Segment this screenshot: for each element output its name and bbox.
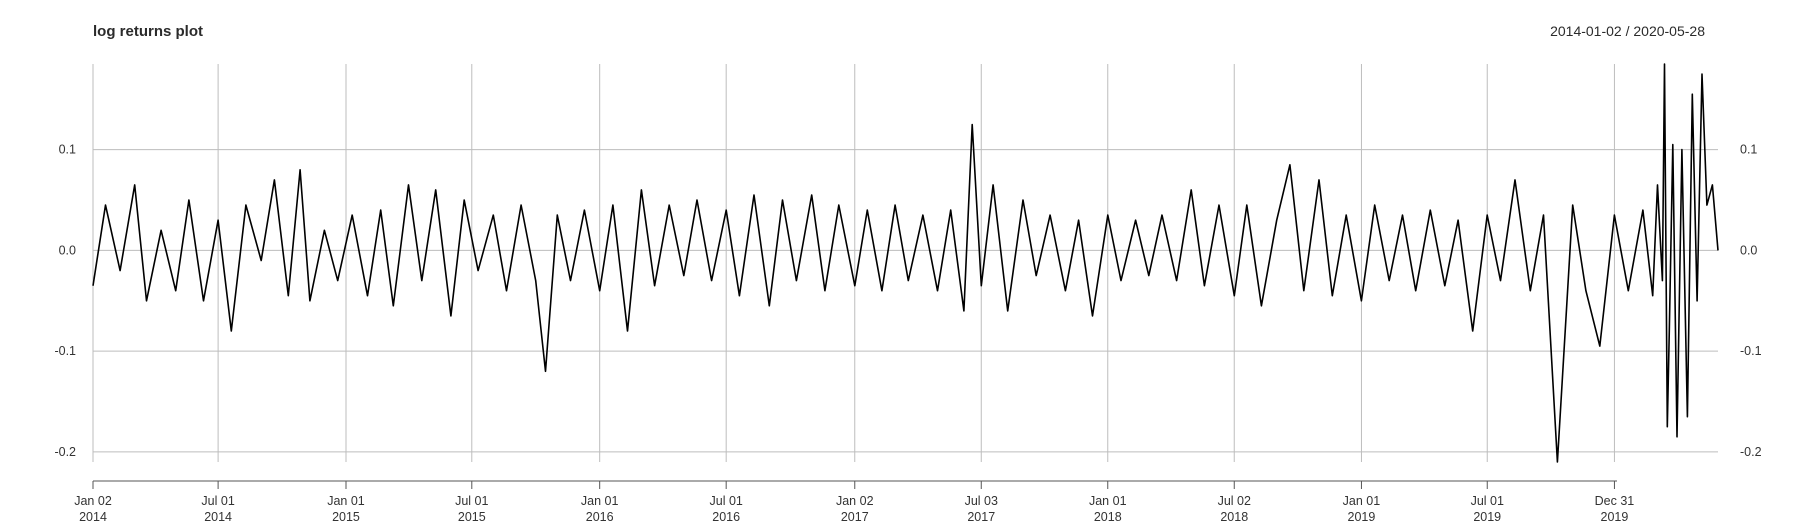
- x-tick-label-3: Jul 01: [455, 494, 488, 508]
- x-tick-year-6: 2017: [841, 510, 869, 524]
- x-tick-year-7: 2017: [967, 510, 995, 524]
- date-range-label: 2014-01-02 / 2020-05-28: [1550, 23, 1705, 39]
- y-tick-label-right-2: -0.1: [1740, 344, 1762, 358]
- x-tick-year-2: 2015: [332, 510, 360, 524]
- y-tick-label-right-1: 0.0: [1740, 243, 1757, 257]
- y-tick-label-right-3: -0.2: [1740, 445, 1762, 459]
- y-tick-label-left-2: -0.1: [54, 344, 76, 358]
- x-tick-year-8: 2018: [1094, 510, 1122, 524]
- x-tick-label-0: Jan 02: [74, 494, 112, 508]
- x-tick-year-10: 2019: [1348, 510, 1376, 524]
- x-tick-year-5: 2016: [712, 510, 740, 524]
- x-tick-year-4: 2016: [586, 510, 614, 524]
- x-tick-year-12: 2019: [1601, 510, 1629, 524]
- y-tick-label-left-1: 0.0: [59, 243, 76, 257]
- series-layer: [92, 63, 1719, 463]
- x-tick-label-1: Jul 01: [201, 494, 234, 508]
- y-tick-label-left-3: -0.2: [54, 445, 76, 459]
- x-tick-label-8: Jan 01: [1089, 494, 1127, 508]
- chart-title: log returns plot: [93, 23, 203, 40]
- axis-layer: 0.1 0.1 0.0 0.0 -0.1 -0.1 -0.2 -0.2 Jan 02 2014 Ju…: [54, 143, 1761, 524]
- x-tick-year-0: 2014: [79, 510, 107, 524]
- x-tick-label-10: Jan 01: [1343, 494, 1381, 508]
- y-tick-label-left-0: 0.1: [59, 143, 76, 157]
- grid-layer: [92, 64, 1718, 462]
- series-line-0: [92, 63, 1719, 463]
- x-tick-label-5: Jul 01: [710, 494, 743, 508]
- x-tick-year-1: 2014: [204, 510, 232, 524]
- x-tick-label-2: Jan 01: [327, 494, 365, 508]
- x-tick-year-9: 2018: [1220, 510, 1248, 524]
- x-tick-label-11: Jul 01: [1471, 494, 1504, 508]
- x-tick-year-11: 2019: [1473, 510, 1501, 524]
- x-tick-label-7: Jul 03: [965, 494, 998, 508]
- x-tick-year-3: 2015: [458, 510, 486, 524]
- x-tick-label-12: Dec 31: [1595, 494, 1635, 508]
- x-tick-label-6: Jan 02: [836, 494, 874, 508]
- y-tick-label-right-0: 0.1: [1740, 143, 1757, 157]
- x-tick-label-4: Jan 01: [581, 494, 619, 508]
- x-tick-label-9: Jul 02: [1218, 494, 1251, 508]
